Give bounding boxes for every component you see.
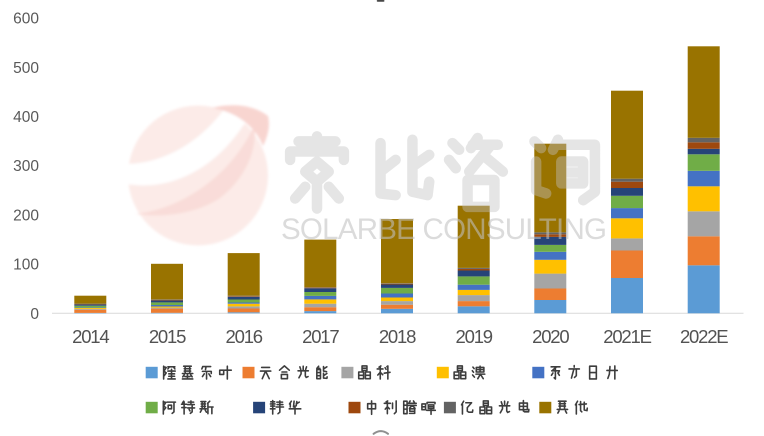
svg-text:300: 300 bbox=[13, 158, 39, 175]
svg-text:SOLARBE CONSULTING: SOLARBE CONSULTING bbox=[281, 213, 607, 246]
svg-text:2018: 2018 bbox=[379, 326, 416, 347]
svg-text:2016: 2016 bbox=[226, 326, 263, 347]
svg-text:2017: 2017 bbox=[302, 326, 339, 347]
svg-text:100: 100 bbox=[13, 257, 39, 274]
svg-text:0: 0 bbox=[30, 306, 39, 323]
svg-text:400: 400 bbox=[13, 109, 39, 126]
svg-text:600: 600 bbox=[13, 11, 39, 28]
svg-text:2014: 2014 bbox=[72, 326, 109, 347]
svg-text:2022E: 2022E bbox=[680, 326, 728, 347]
svg-text:200: 200 bbox=[13, 208, 39, 225]
svg-text:2020: 2020 bbox=[532, 326, 569, 347]
svg-text:500: 500 bbox=[13, 60, 39, 77]
svg-text:2019: 2019 bbox=[456, 326, 493, 347]
svg-text:2021E: 2021E bbox=[603, 326, 651, 347]
svg-text:2015: 2015 bbox=[149, 326, 186, 347]
